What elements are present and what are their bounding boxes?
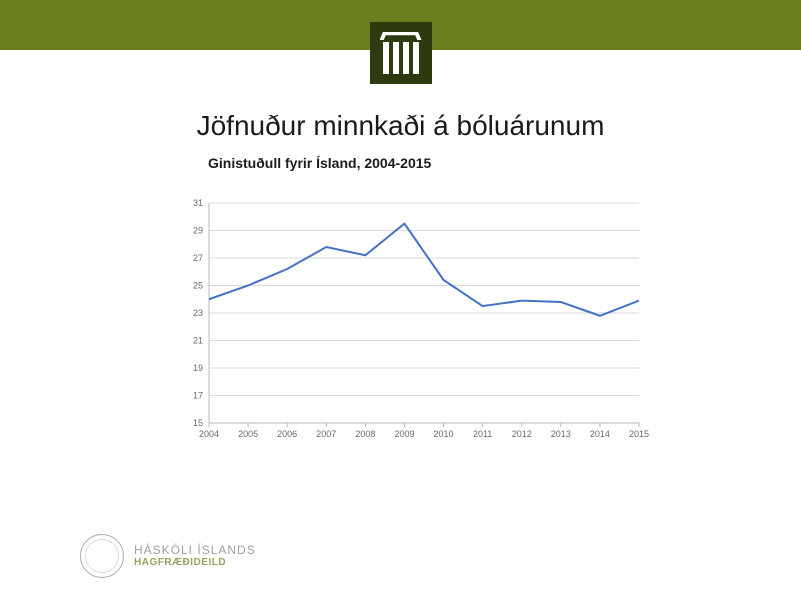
header-logo (370, 22, 432, 84)
svg-text:2004: 2004 (199, 429, 219, 439)
university-seal-icon (80, 534, 124, 578)
gini-chart: 15 17 19 21 23 25 27 29 31 2004 2005 2006 2007 2008 20… (175, 195, 655, 455)
svg-text:15: 15 (193, 418, 203, 428)
svg-text:2011: 2011 (473, 429, 492, 439)
svg-text:19: 19 (193, 363, 203, 373)
svg-text:2014: 2014 (590, 429, 610, 439)
footer-line2: HAGFRÆÐIDEILD (134, 557, 256, 569)
page-subtitle: Ginistuðull fyrir Ísland, 2004-2015 (208, 155, 431, 171)
svg-text:2007: 2007 (316, 429, 336, 439)
svg-text:2005: 2005 (238, 429, 258, 439)
svg-text:2006: 2006 (277, 429, 297, 439)
svg-text:27: 27 (193, 253, 203, 263)
svg-text:2010: 2010 (434, 429, 454, 439)
svg-text:29: 29 (193, 226, 203, 236)
svg-text:2009: 2009 (394, 429, 414, 439)
line-chart-svg: 15 17 19 21 23 25 27 29 31 2004 2005 2006 2007 2008 20… (175, 195, 655, 455)
svg-text:25: 25 (193, 281, 203, 291)
svg-text:2008: 2008 (355, 429, 375, 439)
columns-icon (380, 32, 422, 74)
svg-text:23: 23 (193, 308, 203, 318)
page-title: Jöfnuður minnkaði á bóluárunum (0, 110, 801, 142)
svg-text:2013: 2013 (551, 429, 571, 439)
svg-text:21: 21 (193, 336, 203, 346)
footer-branding: HÁSKÓLI ÍSLANDS HAGFRÆÐIDEILD (80, 534, 256, 578)
footer-line1: HÁSKÓLI ÍSLANDS (134, 543, 256, 557)
svg-text:2015: 2015 (629, 429, 649, 439)
svg-text:17: 17 (193, 391, 203, 401)
svg-text:31: 31 (193, 198, 203, 208)
svg-text:2012: 2012 (512, 429, 532, 439)
